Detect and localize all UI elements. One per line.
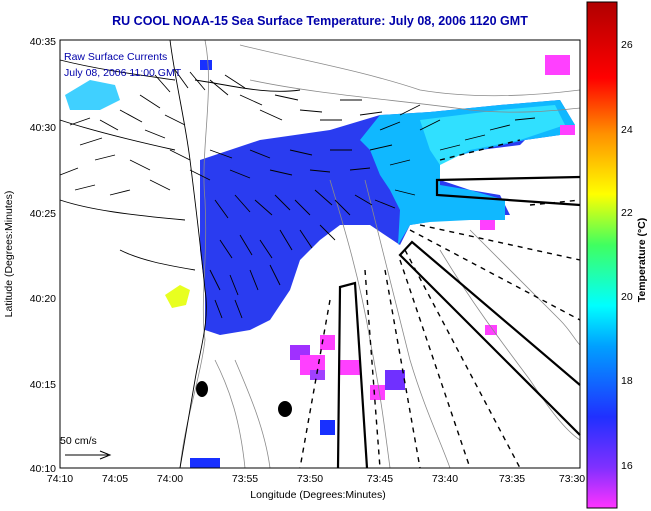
y-tick-label: 40:35	[30, 36, 56, 48]
x-tick-label: 74:10	[47, 473, 73, 485]
map-area: Raw Surface Currents July 08, 2006 11:00…	[59, 39, 581, 469]
dashed-transects	[299, 139, 581, 469]
colorbar-tick-label: 18	[621, 375, 633, 387]
colorbar-tick-label: 16	[621, 460, 633, 472]
x-tick-label: 73:45	[367, 473, 393, 485]
colorbar-tick-label: 20	[621, 291, 633, 303]
y-axis-label: Latitude (Degrees:Minutes)	[3, 191, 15, 318]
y-tick-label: 40:10	[30, 463, 56, 475]
x-tick-label: 74:00	[157, 473, 183, 485]
x-tick-label: 74:05	[102, 473, 128, 485]
x-axis-label: Longitude (Degrees:Minutes)	[250, 489, 385, 501]
station-marker	[196, 381, 208, 397]
y-axis: 40:35 40:30 40:25 40:20 40:15 40:10 Lati…	[3, 36, 56, 475]
map-frame-bg	[60, 40, 580, 468]
overlay-line-2: July 08, 2006 11:00 GMT	[64, 67, 182, 79]
bathymetry-contours	[179, 39, 581, 469]
sst-lightblue-region	[420, 105, 565, 165]
current-vectors	[59, 69, 536, 319]
sst-yellow-spot	[165, 285, 190, 308]
colorbar: 26 24 22 20 18 16 Temperature (°C)	[586, 1, 648, 509]
y-tick-label: 40:15	[30, 379, 56, 391]
sampling-boxes	[336, 175, 581, 469]
colorbar-tick-label: 24	[621, 124, 633, 136]
y-tick-label: 40:30	[30, 122, 56, 134]
colorbar-gradient	[586, 1, 618, 509]
sst-patches	[190, 55, 575, 468]
colorbar-tick-label: 26	[621, 39, 633, 51]
x-axis: 74:10 74:05 74:00 73:55 73:50 73:45 73:4…	[47, 473, 585, 501]
scale-arrow-label: 50 cm/s	[60, 435, 97, 447]
scale-arrow: 50 cm/s	[60, 435, 112, 460]
x-tick-label: 73:40	[432, 473, 458, 485]
coastline	[59, 39, 301, 469]
x-tick-label: 73:30	[559, 473, 585, 485]
colorbar-label: Temperature (°C)	[636, 218, 648, 303]
colorbar-tick-label: 22	[621, 207, 633, 219]
y-tick-label: 40:25	[30, 208, 56, 220]
station-marker	[278, 401, 292, 417]
y-tick-label: 40:20	[30, 293, 56, 305]
overlay-line-1: Raw Surface Currents	[64, 51, 167, 63]
map-frame	[59, 39, 581, 469]
sst-nw-blob	[65, 80, 120, 110]
x-tick-label: 73:50	[297, 473, 323, 485]
x-tick-label: 73:55	[232, 473, 258, 485]
x-tick-label: 73:35	[499, 473, 525, 485]
figure-title: RU COOL NOAA-15 Sea Surface Temperature:…	[112, 14, 528, 28]
sst-blue-region	[200, 100, 575, 335]
